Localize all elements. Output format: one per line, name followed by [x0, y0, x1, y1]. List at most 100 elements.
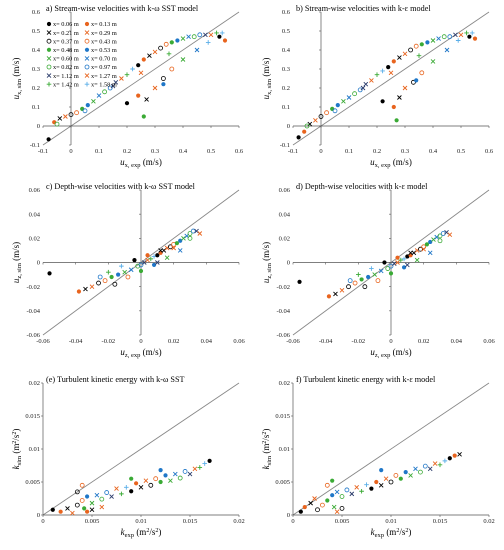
x-tick-label: 0.3 [151, 148, 159, 155]
data-point [380, 99, 385, 104]
data-point [85, 494, 90, 499]
legend-marker [84, 73, 90, 78]
data-point [372, 272, 377, 277]
y-tick-label: 0.01 [279, 446, 290, 453]
data-point [65, 506, 70, 511]
data-point [180, 36, 186, 41]
data-point [352, 91, 358, 97]
data-point [346, 284, 351, 290]
data-point [419, 42, 424, 47]
data-point [158, 479, 163, 485]
data-point [441, 34, 447, 40]
data-point [166, 51, 172, 57]
data-point [437, 233, 443, 239]
x-tick-label: 0.005 [85, 518, 100, 525]
data-point [187, 235, 193, 241]
legend-label: x= 1.27 m [91, 73, 117, 80]
data-point [324, 482, 330, 488]
legend-label: x= 0.37 m [53, 38, 79, 45]
reference-line-1-1 [42, 382, 240, 516]
data-point [419, 70, 425, 76]
legend-marker [46, 56, 52, 61]
data-point [194, 47, 200, 53]
data-point [330, 478, 335, 483]
x-tick-label: -0.02 [102, 338, 116, 345]
y-tick-label: 0.04 [279, 211, 291, 218]
data-point [194, 228, 199, 234]
data-point [187, 471, 193, 477]
data-point [46, 137, 51, 142]
data-point [141, 114, 146, 119]
legend-label: x= 0.53 m [91, 47, 117, 54]
data-point [129, 476, 134, 481]
legend-label: x= 0.29 m [91, 30, 117, 37]
x-tick-label: -0.06 [286, 338, 300, 345]
data-point [296, 135, 301, 140]
y-tick-label: 0.3 [282, 66, 290, 73]
y-tick-label: -0.04 [26, 308, 40, 315]
data-point [405, 262, 410, 268]
data-point [398, 476, 403, 481]
data-point [318, 114, 324, 119]
y-axis-label: uz, sim (m/s) [261, 242, 273, 283]
data-point [124, 484, 129, 490]
data-point [339, 494, 345, 499]
data-point [151, 262, 157, 268]
legend-marker [84, 21, 90, 27]
data-point [180, 57, 186, 62]
data-point [116, 272, 121, 277]
data-point [349, 491, 355, 497]
data-point [395, 255, 400, 260]
legend-label: x= 0.70 m [91, 56, 117, 63]
data-point [79, 482, 85, 488]
data-point [102, 278, 108, 284]
data-point [339, 287, 345, 293]
x-tick-label: 0 [291, 518, 294, 525]
data-point [47, 271, 52, 276]
data-point [422, 463, 428, 469]
data-point [197, 32, 203, 38]
panel-e: 0 0.005 0.01 0.015 0.02 0 0.005 0.01 0.015 0.02 (e… [11, 375, 245, 539]
data-point [437, 462, 443, 468]
panel-c: -0.06 -0.04 -0.02 0 0.02 0.04 0.06 -0.06 -0.04 -0… [11, 182, 245, 359]
data-point [374, 479, 379, 485]
y-tick-label: 0 [287, 123, 290, 130]
legend-marker [46, 64, 52, 70]
data-point [58, 509, 63, 514]
data-point [413, 466, 418, 472]
data-point [421, 246, 426, 252]
y-tick-label: 0.1 [32, 104, 40, 111]
data-point [99, 496, 105, 502]
data-point [458, 32, 464, 38]
legend-marker [46, 30, 52, 35]
panel-f: 0 0.005 0.01 0.015 0.02 0 0.005 0.01 0.015 0.02 f)… [261, 375, 495, 539]
data-point [302, 504, 307, 510]
data-point [341, 98, 346, 104]
y-tick-label: 0.01 [29, 446, 40, 453]
data-point [109, 494, 114, 499]
data-point [141, 57, 146, 62]
data-point [158, 45, 164, 51]
data-point [347, 278, 353, 284]
y-tick-label: -0.06 [276, 332, 290, 339]
y-tick-label: 0.2 [32, 85, 40, 92]
y-axis-label: uz, sim (m/s) [11, 242, 23, 283]
data-point [297, 279, 302, 284]
data-point [63, 114, 68, 119]
data-point [191, 34, 197, 40]
x-tick-label: -0.1 [288, 148, 298, 155]
data-point [89, 500, 95, 506]
y-axis-label: ksim (m2/s2) [261, 429, 273, 470]
data-point [333, 291, 338, 297]
legend-label: x= 0.48 m [53, 47, 79, 54]
data-point [388, 70, 394, 76]
data-point [102, 89, 107, 95]
data-point [325, 498, 330, 503]
data-point [427, 250, 433, 256]
x-tick-label: -0.02 [352, 338, 366, 345]
data-point [302, 129, 307, 134]
x-tick-label: -0.04 [69, 338, 83, 345]
data-point [164, 255, 170, 260]
data-point [444, 229, 449, 235]
x-tick-label: 0.02 [483, 518, 494, 525]
